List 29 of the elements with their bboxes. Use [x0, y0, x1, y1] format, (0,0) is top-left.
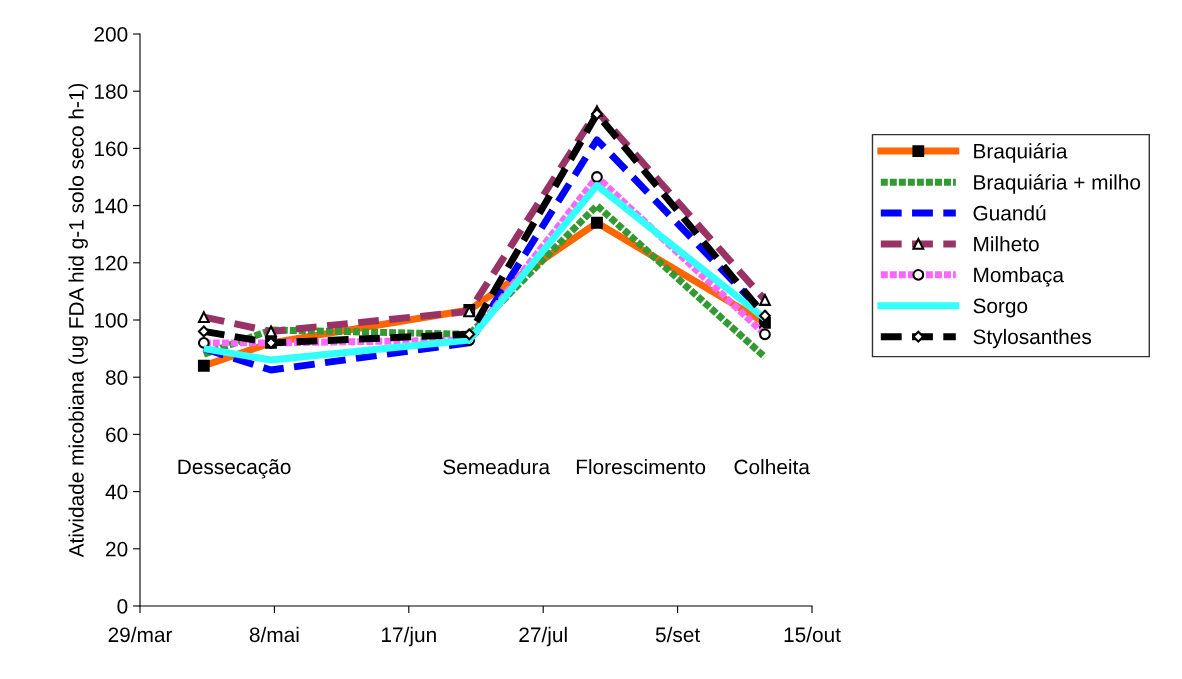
annotation: Dessecação	[178, 459, 291, 479]
y-tick-label: 0	[117, 599, 128, 614]
x-tick-label: 29/mar	[108, 626, 173, 643]
legend-label: Mombaça	[974, 267, 1064, 287]
y-tick-label: 20	[106, 541, 128, 557]
y-axis-title: Atividade micobiana (ug FDA hid g-1 solo seco h-1)	[68, 83, 88, 558]
x-tick-label: 8/mai	[249, 626, 299, 643]
legend-label: Stylosanthes	[973, 328, 1092, 349]
y-tick-label: 80	[105, 370, 128, 385]
legend-label: Braquiária + milho	[974, 174, 1141, 194]
y-tick-label: 140	[95, 198, 128, 214]
legend-label: Guandú	[973, 205, 1046, 221]
x-tick-label: 17/jun	[382, 626, 436, 647]
legend-label: Milheto	[974, 236, 1039, 252]
x-tick-label: 5/set	[655, 626, 701, 643]
y-tick-label: 160	[95, 141, 128, 157]
y-tick-label: 120	[95, 255, 128, 271]
y-tick-label: 100	[95, 313, 128, 328]
annotation: Semeadura	[443, 459, 551, 475]
legend-label: Sorgo	[973, 298, 1028, 318]
annotation: Florescimento	[576, 459, 706, 475]
x-tick-label: 27/jul	[519, 626, 567, 647]
y-tick-label: 60	[106, 427, 128, 443]
y-tick-label: 180	[95, 84, 128, 99]
y-tick-label: 200	[94, 27, 128, 42]
x-tick-label: 15/out	[784, 626, 841, 643]
y-tick-label: 40	[105, 484, 128, 500]
legend-label: Braquiária	[974, 143, 1068, 163]
annotation: Colheita	[734, 459, 810, 475]
